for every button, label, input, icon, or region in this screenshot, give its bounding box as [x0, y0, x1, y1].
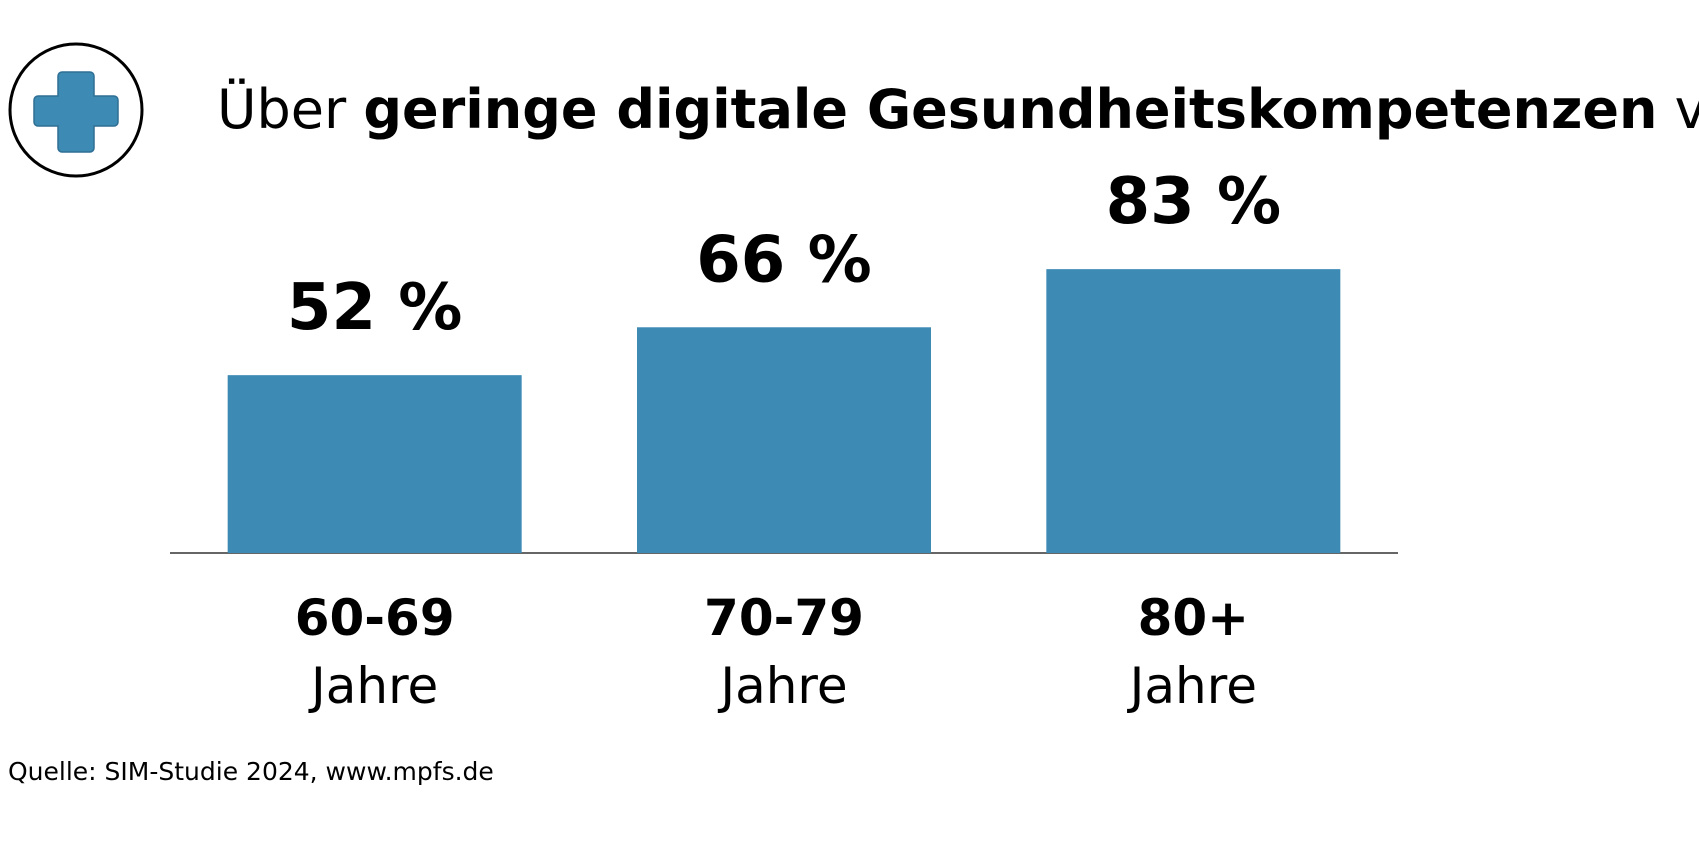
bar — [637, 327, 931, 553]
bar — [1046, 269, 1341, 553]
bar — [227, 375, 522, 553]
title-part: verfügen — [1658, 78, 1699, 141]
health-icon — [8, 42, 144, 178]
x-tick-label: 70-79 — [704, 589, 864, 647]
value-label: 52 % — [287, 271, 462, 345]
source: Quelle: SIM-Studie 2024, www.mpfs.de — [8, 757, 494, 786]
x-tick-sublabel: Jahre — [717, 657, 847, 715]
x-tick-sublabel: Jahre — [308, 657, 438, 715]
title-part: Über — [217, 78, 363, 141]
value-label: 66 % — [696, 223, 871, 297]
x-tick-label: 60-69 — [295, 589, 455, 647]
x-tick-sublabel: Jahre — [1127, 657, 1257, 715]
value-label: 83 % — [1106, 165, 1281, 239]
x-tick-label: 80+ — [1138, 589, 1249, 647]
title-part: geringe digitale Gesundheitskompetenzen — [363, 78, 1657, 141]
chart-title: Über geringe digitale Gesundheitskompete… — [217, 78, 1699, 141]
